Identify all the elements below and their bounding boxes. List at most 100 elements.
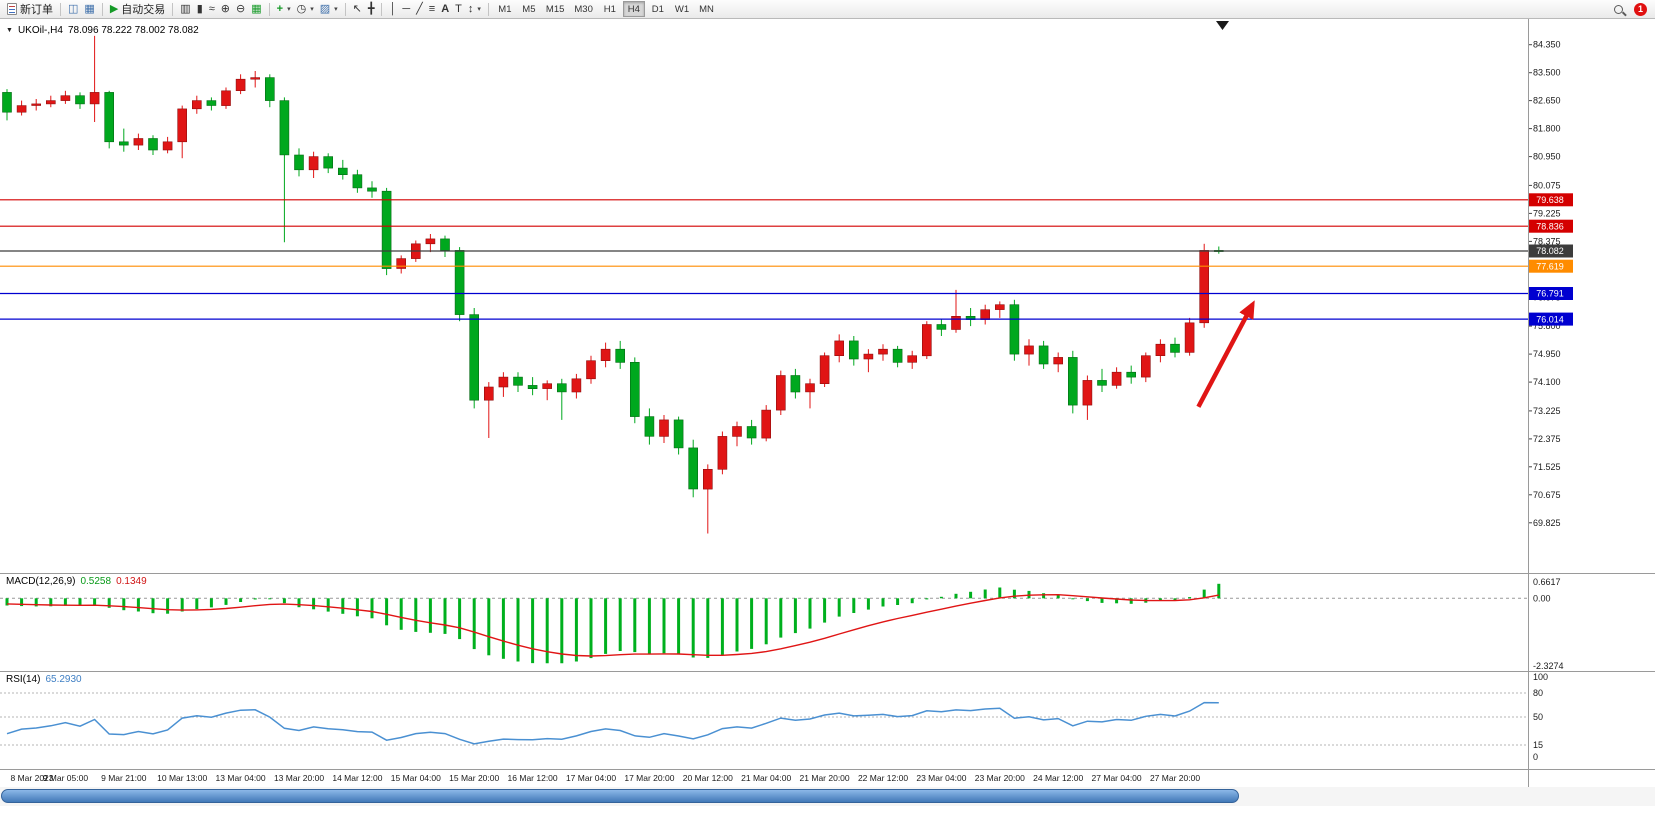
- zoom-out-button[interactable]: ⊖: [233, 1, 248, 18]
- candlestick-chart-button[interactable]: ▮: [194, 1, 206, 18]
- svg-text:72.375: 72.375: [1533, 434, 1561, 444]
- candle-body: [192, 100, 202, 110]
- candle-body: [1141, 355, 1151, 378]
- candle-body: [1053, 357, 1063, 365]
- svg-text:76.014: 76.014: [1536, 314, 1564, 324]
- svg-text:23 Mar 04:00: 23 Mar 04:00: [916, 773, 966, 783]
- macd-name: MACD(12,26,9): [6, 576, 76, 587]
- bar-marker-icon: [1216, 21, 1229, 30]
- crosshair-button[interactable]: ╋: [365, 1, 378, 18]
- vertical-line-icon: │: [389, 2, 397, 15]
- line-chart-icon: ≈: [208, 2, 215, 15]
- timeframe-h4-button[interactable]: H4: [622, 1, 645, 17]
- candle-body: [250, 77, 260, 80]
- text-button[interactable]: A: [438, 1, 452, 18]
- trendline-button[interactable]: ╱: [413, 1, 426, 18]
- zoom-in-button[interactable]: ⊕: [218, 1, 233, 18]
- candle-body: [1199, 250, 1209, 324]
- timeframe-mn-button[interactable]: MN: [695, 1, 718, 17]
- macd-signal-value: 0.1349: [116, 576, 147, 587]
- bar-chart-icon: ▥: [180, 2, 191, 15]
- horizontal-scrollbar[interactable]: [0, 787, 1655, 806]
- svg-text:21 Mar 20:00: 21 Mar 20:00: [800, 773, 850, 783]
- candle-body: [16, 105, 27, 113]
- candle-body: [848, 340, 859, 360]
- candle-body: [104, 92, 114, 143]
- support-line-76791-badge: [1528, 287, 1573, 300]
- text-label-button[interactable]: T: [452, 1, 465, 18]
- timeframe-h1-button[interactable]: H1: [599, 1, 621, 17]
- price-line-badges[interactable]: 79.638 78.836 78.082 77.619 76.791 76.014: [1528, 193, 1573, 326]
- candle-body: [878, 348, 888, 355]
- vertical-line-button[interactable]: │: [386, 1, 399, 18]
- line-chart-button[interactable]: ≈: [206, 1, 218, 18]
- chart-window-icon: ◫: [68, 2, 79, 15]
- auto-trading-button[interactable]: ▶ 自动交易: [107, 1, 168, 18]
- horizontal-scrollbar-thumb[interactable]: [1, 789, 1239, 803]
- tile-windows-icon: ▦: [251, 2, 262, 15]
- svg-text:81.800: 81.800: [1533, 124, 1561, 134]
- timeframe-m1-button[interactable]: M1: [494, 1, 516, 17]
- svg-text:83.500: 83.500: [1533, 68, 1561, 78]
- svg-text:100: 100: [1533, 672, 1548, 682]
- svg-text:13 Mar 20:00: 13 Mar 20:00: [274, 773, 324, 783]
- timeframe-w1-button[interactable]: W1: [671, 1, 693, 17]
- arrows-button[interactable]: ↕ ▾: [465, 1, 484, 18]
- svg-text:80.075: 80.075: [1533, 180, 1561, 190]
- candle-body: [1184, 322, 1195, 353]
- cursor-button[interactable]: ↖: [350, 1, 365, 18]
- collapse-panel-icon[interactable]: ▼: [6, 27, 13, 34]
- rsi-name: RSI(14): [6, 674, 41, 685]
- fibonacci-button[interactable]: ≡: [426, 1, 438, 18]
- timeframe-m15-button[interactable]: M15: [542, 1, 568, 17]
- svg-text:0.6617: 0.6617: [1533, 577, 1561, 587]
- periods-button[interactable]: ◷ ▾: [294, 1, 317, 18]
- toolbar-separator: [268, 2, 270, 16]
- timeframe-d1-button[interactable]: D1: [647, 1, 669, 17]
- timeframe-m5-button[interactable]: M5: [518, 1, 540, 17]
- price-axis[interactable]: 84.350 83.500 82.650 81.800 80.950 80.075 79.2…: [1528, 40, 1561, 528]
- search-button[interactable]: [1611, 1, 1626, 18]
- trend-arrow-annotation[interactable]: [1196, 300, 1255, 408]
- horizontal-price-lines[interactable]: [0, 199, 1528, 320]
- macd-main-value: 0.5258: [80, 576, 112, 587]
- candle-body: [542, 383, 553, 389]
- svg-text:27 Mar 20:00: 27 Mar 20:00: [1150, 773, 1200, 783]
- toolbar-right-group: 1: [1611, 1, 1651, 18]
- notification-badge[interactable]: 1: [1634, 2, 1647, 16]
- candlestick-series: [2, 34, 1224, 534]
- candle-body: [1170, 343, 1180, 353]
- svg-text:84.350: 84.350: [1533, 40, 1561, 50]
- candle-body: [177, 108, 187, 143]
- tile-windows-button[interactable]: ▦: [248, 1, 264, 18]
- candle-body: [644, 416, 655, 437]
- candle-body: [279, 100, 290, 156]
- svg-text:74.950: 74.950: [1533, 349, 1561, 359]
- profiles-button[interactable]: ▦: [81, 1, 97, 18]
- text-icon: A: [441, 2, 450, 15]
- timeframe-m30-button[interactable]: M30: [570, 1, 596, 17]
- candle-body: [907, 355, 918, 363]
- candle-body: [352, 174, 363, 189]
- new-order-button[interactable]: 新订单: [4, 1, 56, 18]
- search-icon: [1614, 4, 1623, 14]
- macd-pane: 0.6617 0.00 -2.3274: [0, 577, 1564, 671]
- svg-text:74.100: 74.100: [1533, 377, 1561, 387]
- svg-text:9 Mar 21:00: 9 Mar 21:00: [101, 773, 147, 783]
- candle-body: [483, 386, 494, 401]
- candle-body: [45, 100, 56, 105]
- horizontal-line-button[interactable]: ─: [399, 1, 413, 18]
- svg-text:79.638: 79.638: [1536, 195, 1564, 205]
- templates-button[interactable]: ▨ ▾: [317, 1, 341, 18]
- indicators-button[interactable]: + ▾: [274, 1, 294, 18]
- candle-body: [294, 154, 304, 171]
- charts-button[interactable]: ◫: [65, 1, 81, 18]
- trendline-icon: ╱: [416, 2, 423, 15]
- bar-chart-button[interactable]: ▥: [177, 1, 193, 18]
- candle-body: [892, 348, 903, 363]
- svg-text:50: 50: [1533, 712, 1543, 722]
- svg-text:27 Mar 04:00: 27 Mar 04:00: [1092, 773, 1142, 783]
- indicators-plus-icon: +: [276, 2, 284, 15]
